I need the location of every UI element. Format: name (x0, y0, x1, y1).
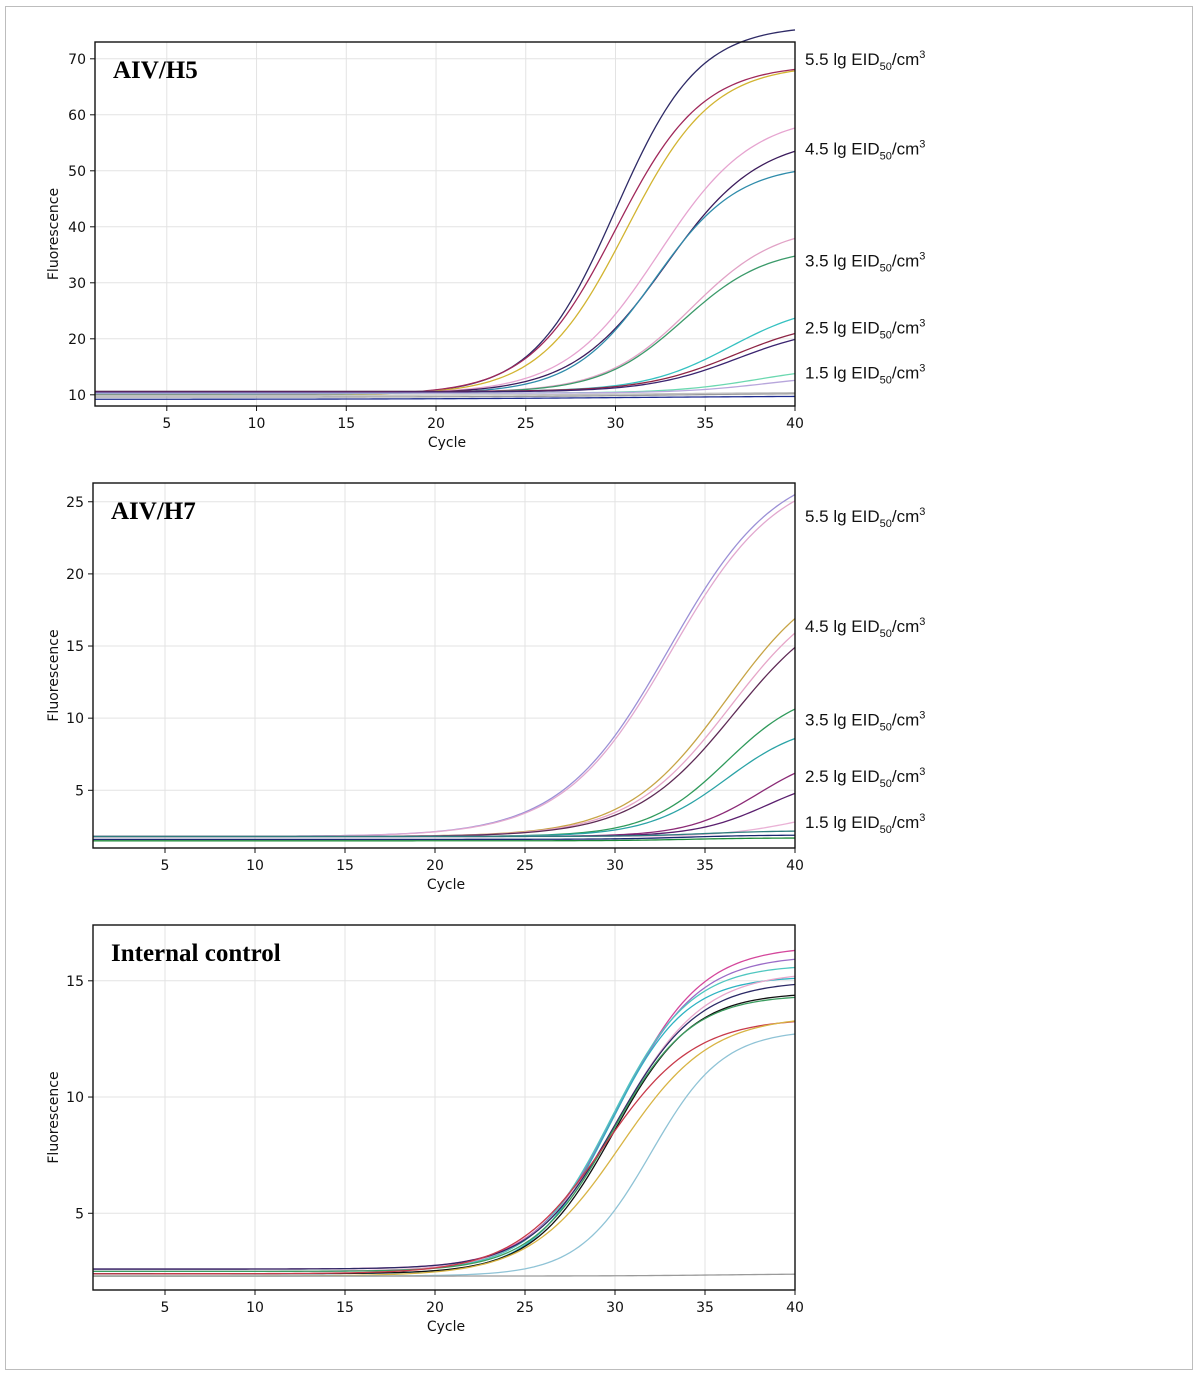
y-axis-label: Fluorescence (46, 629, 62, 721)
x-tick-label: 10 (248, 416, 266, 432)
x-tick-label: 35 (696, 416, 714, 432)
x-tick-label: 30 (606, 858, 624, 874)
x-tick-label: 5 (161, 1300, 170, 1316)
concentration-label: 2.5 lg EID50/cm3 (805, 318, 925, 342)
concentration-label: 3.5 lg EID50/cm3 (805, 250, 925, 274)
series-line-8 (93, 996, 796, 1273)
chart-title: AIV/H7 (111, 498, 196, 525)
y-tick-label: 15 (66, 974, 84, 990)
x-tick-label: 40 (786, 416, 804, 432)
concentration-label: 4.5 lg EID50/cm3 (805, 616, 925, 640)
series-line-15 (95, 395, 796, 400)
x-tick-label: 25 (516, 858, 534, 874)
x-tick-label: 35 (696, 1300, 714, 1316)
x-tick-label: 30 (606, 1300, 624, 1316)
y-tick-label: 30 (68, 276, 86, 292)
y-tick-label: 10 (66, 1090, 84, 1106)
x-axis-label: Cycle (427, 1319, 465, 1335)
plot-area (93, 925, 795, 1290)
x-tick-label: 10 (246, 1300, 264, 1316)
concentration-label: 1.5 lg EID50/cm3 (805, 812, 925, 836)
x-tick-label: 15 (337, 416, 355, 432)
series-line-9 (93, 1020, 796, 1275)
series-line-11 (93, 830, 796, 838)
concentration-label: 2.5 lg EID50/cm3 (805, 766, 925, 790)
plot-area (95, 42, 795, 406)
chart-title: AIV/H5 (113, 57, 198, 84)
series-line-16 (95, 392, 796, 396)
series-line-12 (93, 834, 796, 840)
concentration-label: 1.5 lg EID50/cm3 (805, 362, 925, 386)
y-tick-label: 5 (75, 783, 84, 799)
chart-2: 5 10 15 20 25 30 35 40 5 10 15 20 25 Cycle Fluorescenc… (46, 482, 925, 893)
y-tick-label: 20 (66, 567, 84, 583)
chart-3: 5 10 15 20 25 30 35 40 5 10 15 Cycle Fluorescence Int… (46, 924, 804, 1335)
x-tick-label: 20 (426, 1300, 444, 1316)
chart-1: 5 10 15 20 25 30 35 40 10 20 30 40 50 60 70 Cycle Fluore… (46, 29, 925, 451)
x-tick-label: 15 (336, 858, 354, 874)
plot-border (94, 41, 796, 407)
x-tick-label: 5 (162, 416, 171, 432)
plot-border (92, 924, 796, 1291)
concentration-label: 4.5 lg EID50/cm3 (805, 138, 925, 162)
series-line-6 (93, 983, 796, 1270)
y-tick-label: 70 (68, 52, 86, 68)
x-tick-label: 40 (786, 1300, 804, 1316)
y-tick-label: 60 (68, 108, 86, 124)
series-line-14 (95, 392, 796, 398)
y-tick-label: 10 (66, 711, 84, 727)
series-line-13 (95, 379, 796, 394)
x-tick-label: 40 (786, 858, 804, 874)
x-tick-label: 30 (607, 416, 625, 432)
x-tick-label: 35 (696, 858, 714, 874)
x-axis-label: Cycle (427, 877, 465, 893)
x-tick-label: 20 (427, 416, 445, 432)
x-tick-label: 10 (246, 858, 264, 874)
plot-area (93, 483, 795, 848)
x-tick-label: 15 (336, 1300, 354, 1316)
x-axis-label: Cycle (428, 435, 466, 451)
y-axis-label: Fluorescence (46, 1071, 62, 1163)
concentration-label: 5.5 lg EID50/cm3 (805, 506, 925, 530)
series-line-11 (95, 338, 796, 393)
y-axis-label: Fluorescence (46, 188, 62, 280)
concentration-label: 3.5 lg EID50/cm3 (805, 710, 925, 734)
y-tick-label: 50 (68, 164, 86, 180)
series-line-13 (93, 837, 796, 842)
x-tick-label: 25 (516, 1300, 534, 1316)
y-tick-label: 5 (75, 1206, 84, 1222)
y-tick-label: 10 (68, 388, 86, 404)
y-tick-label: 20 (68, 332, 86, 348)
y-tick-label: 25 (66, 495, 84, 511)
x-tick-label: 5 (161, 858, 170, 874)
y-tick-label: 15 (66, 639, 84, 655)
figure-frame (5, 6, 1193, 1370)
chart-title: Internal control (111, 940, 281, 967)
concentration-label: 5.5 lg EID50/cm3 (805, 49, 925, 73)
series-line-12 (93, 1273, 796, 1277)
x-tick-label: 25 (517, 416, 535, 432)
plot-border (92, 482, 796, 849)
y-tick-label: 40 (68, 220, 86, 236)
x-tick-label: 20 (426, 858, 444, 874)
